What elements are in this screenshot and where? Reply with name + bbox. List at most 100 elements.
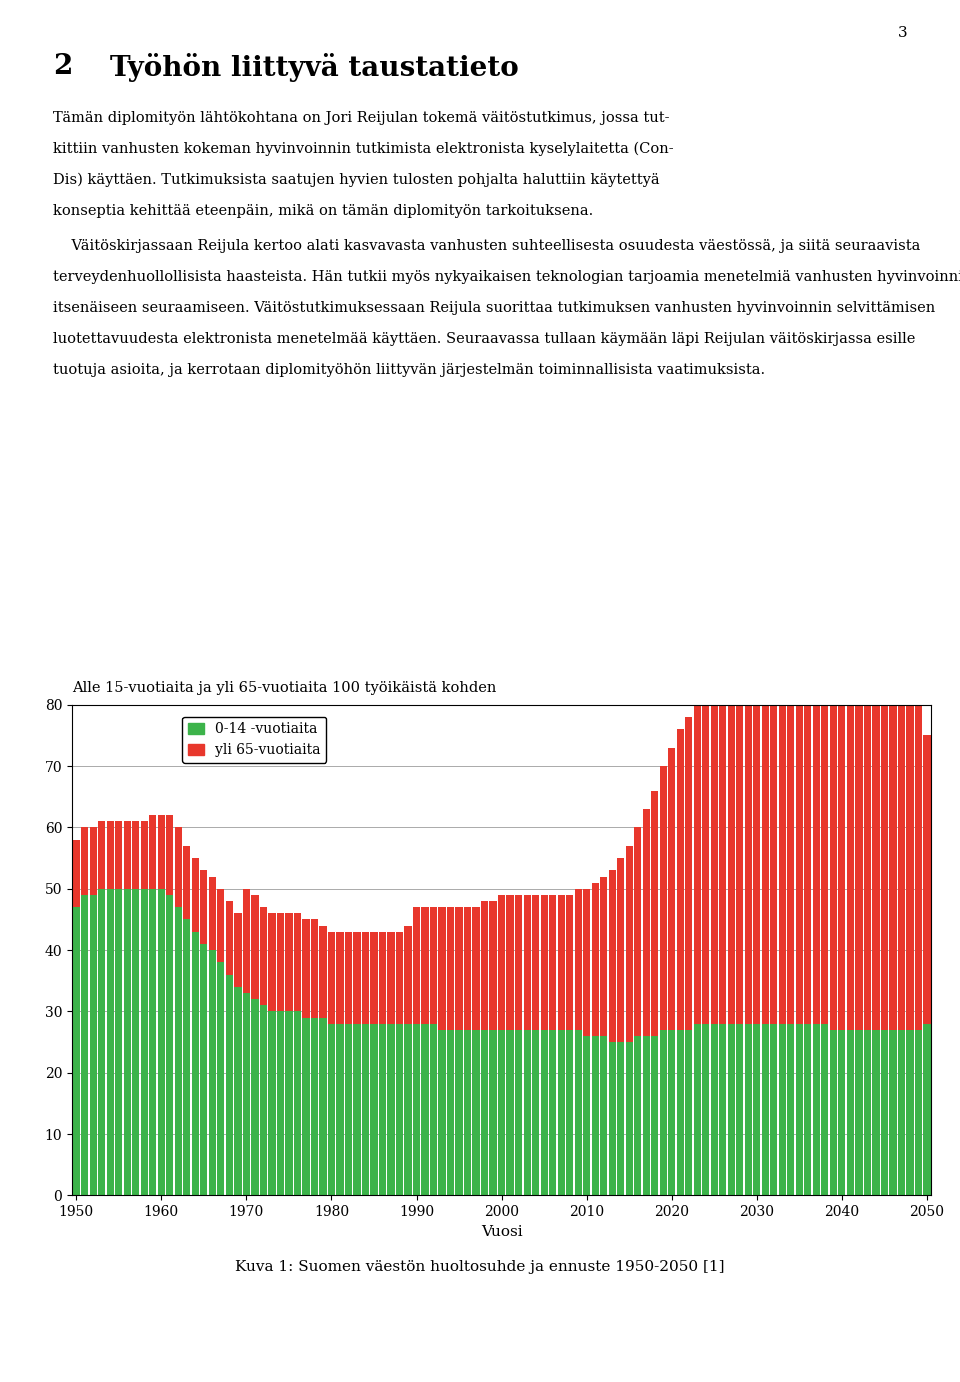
Bar — [208, 876, 216, 951]
Bar — [89, 896, 97, 1195]
Bar — [574, 1030, 582, 1195]
Bar — [600, 876, 608, 1036]
Bar — [558, 1030, 564, 1195]
Bar — [507, 896, 514, 1030]
Bar — [141, 821, 148, 889]
Bar — [813, 637, 820, 1024]
Bar — [855, 650, 862, 1030]
Bar — [201, 944, 207, 1195]
Bar — [141, 889, 148, 1195]
Bar — [175, 907, 182, 1195]
Bar — [294, 914, 301, 1012]
Bar — [345, 1024, 352, 1195]
Bar — [651, 791, 659, 1036]
Bar — [600, 1036, 608, 1195]
Bar — [558, 896, 564, 1030]
X-axis label: Vuosi: Vuosi — [481, 1224, 522, 1238]
Bar — [413, 907, 420, 1024]
Bar — [847, 1030, 854, 1195]
Bar — [796, 1024, 803, 1195]
Bar — [702, 1024, 709, 1195]
Bar — [728, 1024, 735, 1195]
Bar — [702, 692, 709, 1024]
Bar — [642, 808, 650, 1036]
Bar — [285, 1012, 293, 1195]
Bar — [770, 656, 778, 1024]
Bar — [566, 896, 573, 1030]
Text: terveydenhuollollisista haasteista. Hän tutkii myös nykyaikaisen teknologian tar: terveydenhuollollisista haasteista. Hän … — [53, 271, 960, 285]
Bar — [754, 1024, 760, 1195]
Bar — [226, 901, 233, 974]
Bar — [498, 896, 505, 1030]
Text: 3: 3 — [898, 26, 907, 40]
Bar — [864, 650, 871, 1030]
Bar — [260, 907, 267, 1005]
Bar — [745, 674, 752, 1024]
Bar — [821, 637, 828, 1024]
Bar — [175, 828, 182, 907]
Bar — [260, 1005, 267, 1195]
Bar — [719, 680, 727, 1024]
Bar — [353, 931, 361, 1024]
Bar — [898, 650, 905, 1030]
Bar — [183, 919, 190, 1195]
Bar — [915, 1030, 922, 1195]
Bar — [447, 1030, 454, 1195]
Bar — [617, 1042, 624, 1195]
Bar — [320, 926, 326, 1017]
Bar — [498, 1030, 505, 1195]
Bar — [736, 1024, 743, 1195]
Bar — [829, 650, 837, 1030]
Bar — [336, 931, 344, 1024]
Bar — [115, 889, 123, 1195]
Bar — [591, 1036, 599, 1195]
Bar — [285, 914, 293, 1012]
Bar — [549, 896, 556, 1030]
Bar — [421, 1024, 429, 1195]
Bar — [439, 1030, 445, 1195]
Bar — [276, 914, 284, 1012]
Bar — [396, 1024, 403, 1195]
Bar — [532, 1030, 540, 1195]
Bar — [821, 1024, 828, 1195]
Bar — [694, 699, 701, 1024]
Bar — [685, 1030, 692, 1195]
Bar — [635, 828, 641, 1036]
Bar — [745, 1024, 752, 1195]
Bar — [447, 907, 454, 1030]
Bar — [668, 748, 675, 1030]
Bar — [635, 1036, 641, 1195]
Bar — [906, 1030, 914, 1195]
Bar — [728, 680, 735, 1024]
Text: Kuva 1: Suomen väestön huoltosuhde ja ennuste 1950-2050 [1]: Kuva 1: Suomen väestön huoltosuhde ja en… — [235, 1260, 725, 1274]
Bar — [404, 1024, 412, 1195]
Bar — [234, 987, 242, 1195]
Bar — [192, 931, 199, 1195]
Text: kittiin vanhusten kokeman hyvinvoinnin tutkimista elektronista kyselylaitetta (C: kittiin vanhusten kokeman hyvinvoinnin t… — [53, 142, 673, 156]
Bar — [906, 644, 914, 1030]
Bar — [345, 931, 352, 1024]
Bar — [829, 1030, 837, 1195]
Bar — [421, 907, 429, 1024]
Bar — [252, 999, 258, 1195]
Bar — [566, 1030, 573, 1195]
Bar — [523, 896, 531, 1030]
Bar — [234, 914, 242, 987]
Bar — [873, 1030, 879, 1195]
Bar — [464, 1030, 471, 1195]
Bar — [336, 1024, 344, 1195]
Text: luotettavuudesta elektronista menetelmää käyttäen. Seuraavassa tullaan käymään l: luotettavuudesta elektronista menetelmää… — [53, 333, 915, 347]
Legend: 0-14 -vuotiaita, yli 65-vuotiaita: 0-14 -vuotiaita, yli 65-vuotiaita — [182, 717, 326, 763]
Bar — [107, 821, 114, 889]
Bar — [472, 1030, 480, 1195]
Text: Dis) käyttäen. Tutkimuksista saatujen hyvien tulosten pohjalta haluttiin käytett: Dis) käyttäen. Tutkimuksista saatujen hy… — [53, 173, 660, 187]
Bar — [924, 735, 930, 1024]
Bar — [481, 901, 489, 1030]
Bar — [268, 914, 276, 1012]
Bar — [710, 1024, 718, 1195]
Bar — [838, 1030, 846, 1195]
Bar — [515, 896, 522, 1030]
Text: 2: 2 — [53, 53, 72, 80]
Bar — [132, 821, 139, 889]
Bar — [166, 896, 174, 1195]
